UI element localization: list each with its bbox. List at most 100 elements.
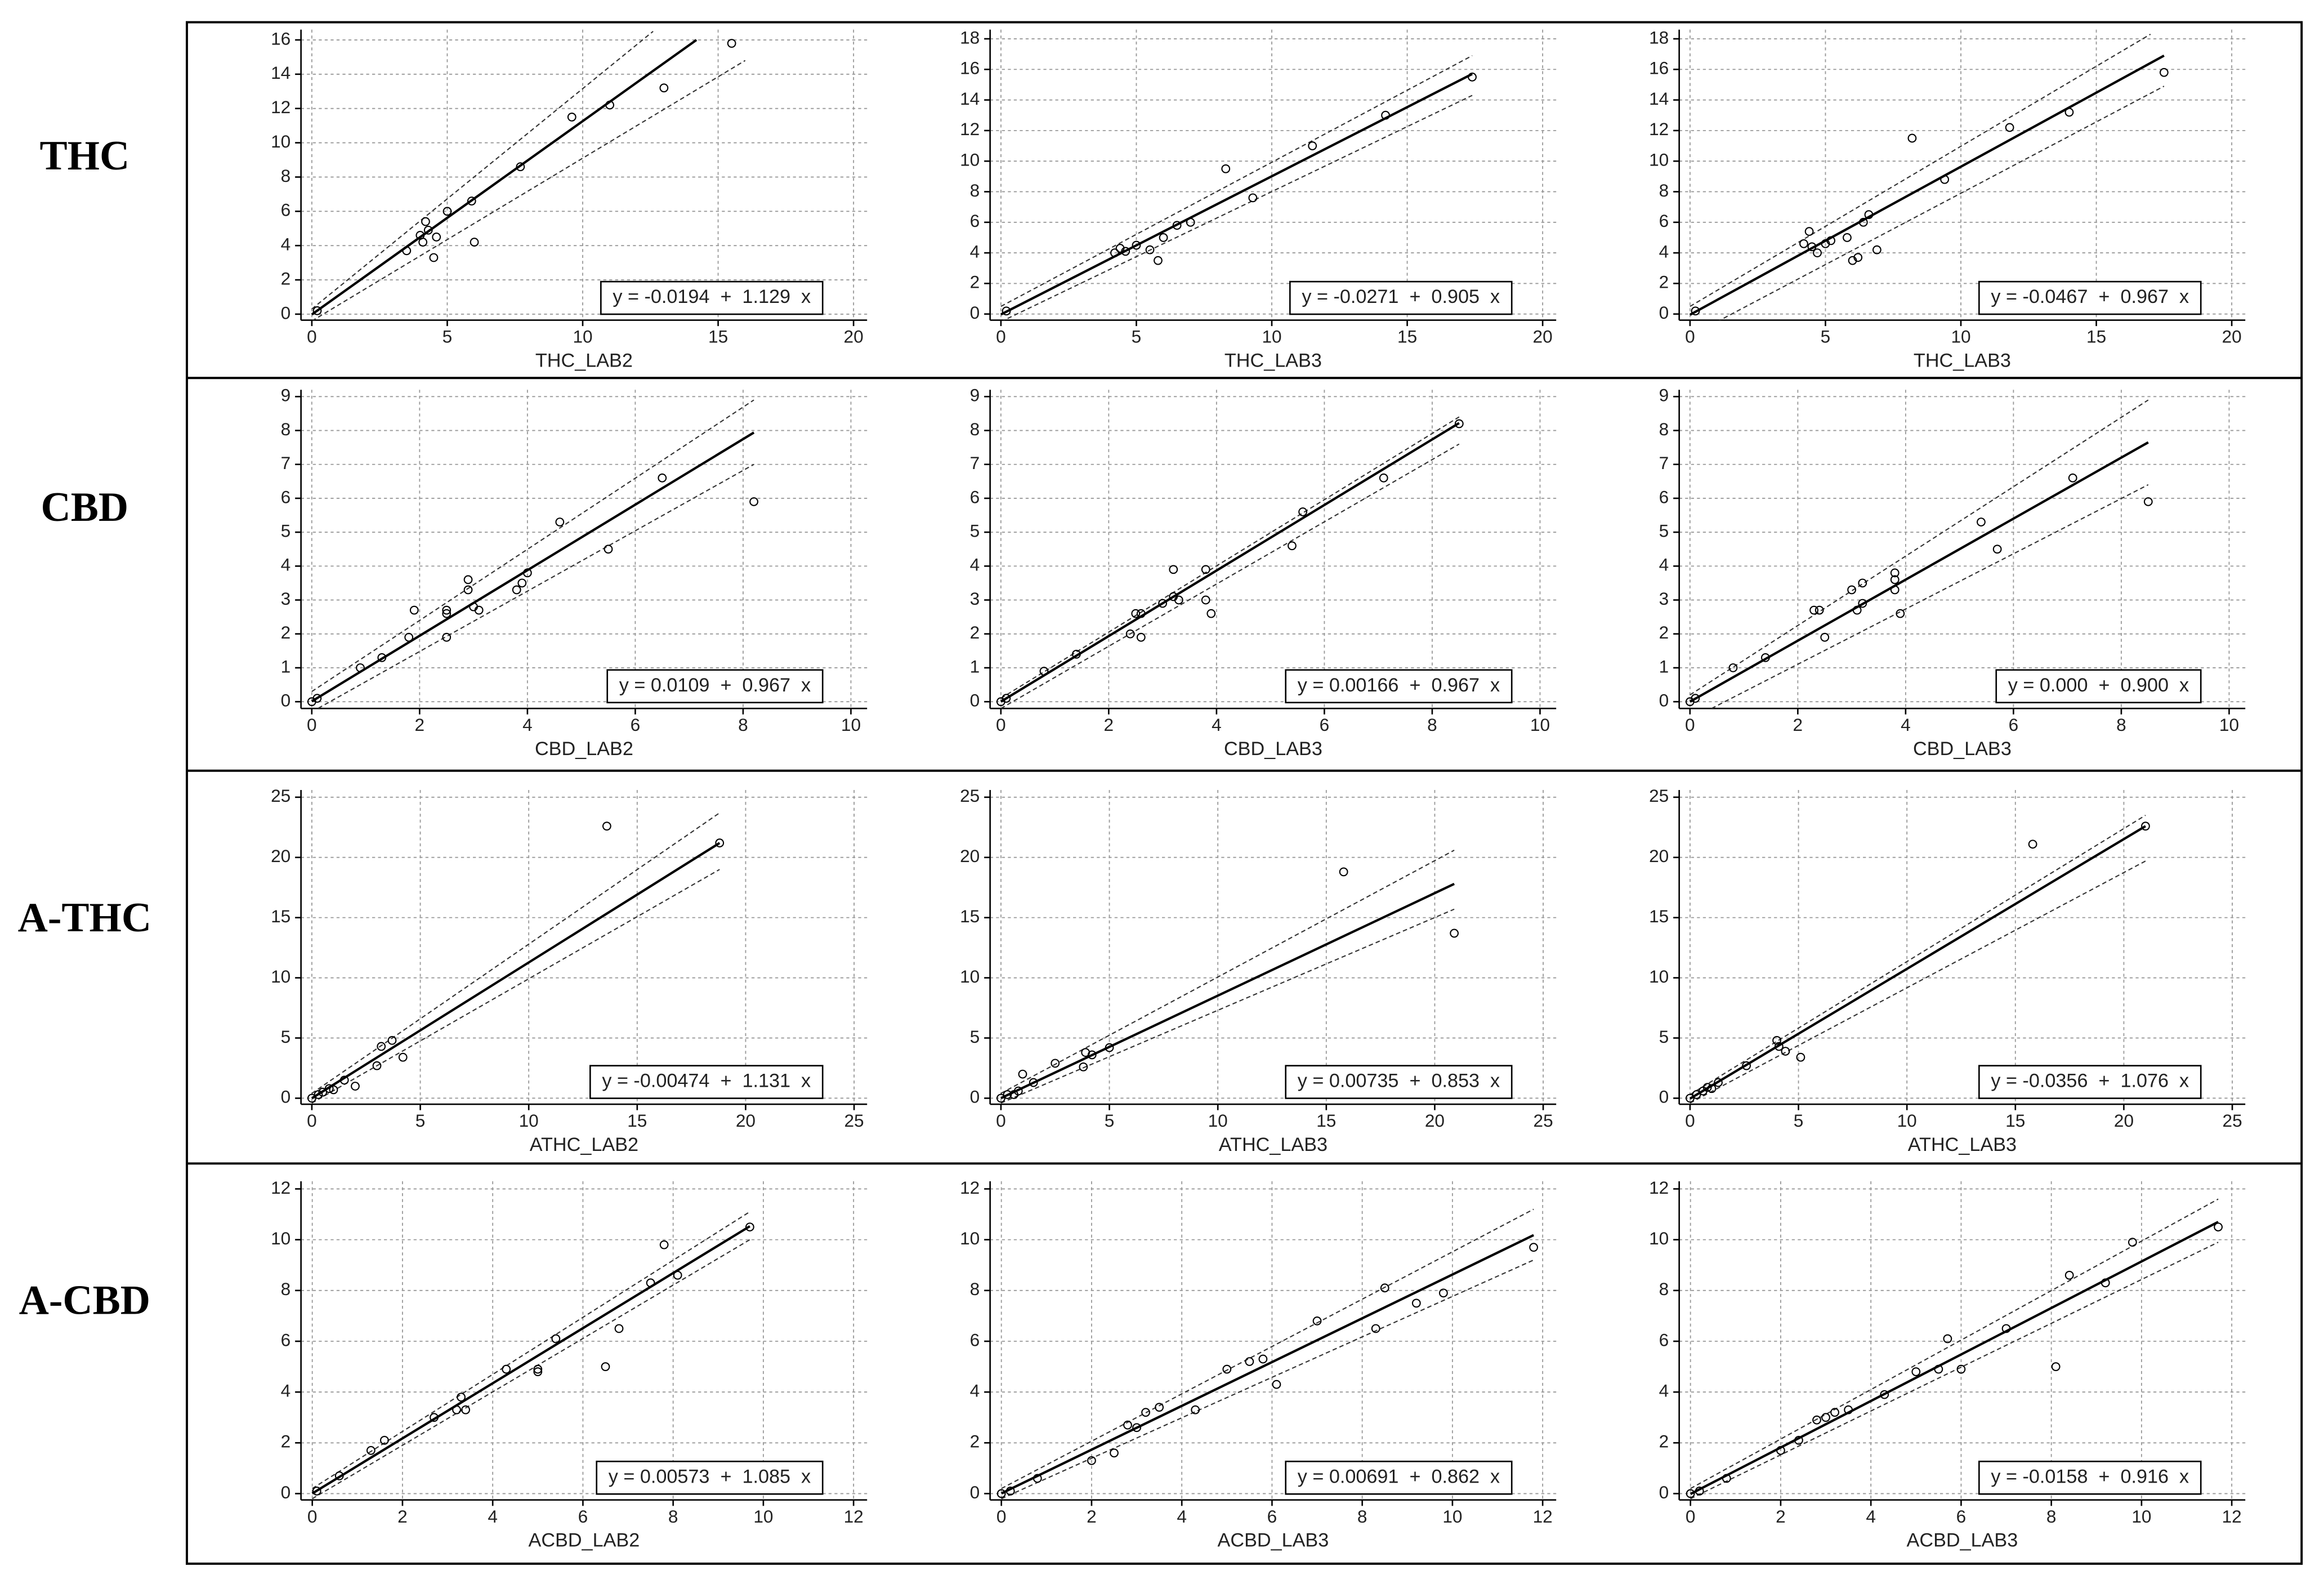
- data-point: [1339, 867, 1348, 877]
- x-tick-label: 0: [996, 1506, 1007, 1527]
- equation: y = -0.0467 + 0.967 x: [1991, 286, 2189, 307]
- x-tick-label: 0: [996, 327, 1006, 347]
- x-tick-label: 2: [1776, 1506, 1786, 1527]
- data-point: [1804, 227, 1814, 236]
- x-tick-label: 25: [1534, 1110, 1553, 1131]
- data-point: [387, 1036, 397, 1045]
- y-tick-label: 8: [281, 1279, 291, 1299]
- data-point: [673, 1270, 682, 1280]
- x-tick-label: 8: [738, 715, 748, 735]
- data-point: [470, 238, 479, 247]
- x-tick-label: 15: [2005, 1110, 2025, 1131]
- data-point: [1145, 245, 1155, 255]
- y-tick-label: 5: [970, 520, 980, 541]
- data-point: [1169, 565, 1178, 574]
- confidence-band: [1003, 95, 1473, 320]
- data-point: [1691, 306, 1700, 316]
- data-point: [1308, 141, 1317, 150]
- data-point: [517, 578, 527, 588]
- x-tick-label: 5: [1105, 1110, 1115, 1131]
- y-tick-label: 16: [271, 28, 290, 48]
- x-tick-label: 0: [1686, 1506, 1696, 1527]
- data-point: [512, 585, 521, 595]
- x-axis-label: THC_LAB3: [1914, 350, 2011, 371]
- data-point: [1813, 248, 1822, 257]
- y-tick-label: 10: [1649, 966, 1669, 987]
- x-axis-label: ATHC_LAB3: [1219, 1134, 1328, 1155]
- y-tick-label: 3: [1659, 588, 1669, 609]
- x-tick-label: 4: [1177, 1506, 1187, 1527]
- x-tick-label: 6: [631, 715, 641, 735]
- x-axis-label: ACBD_LAB2: [529, 1530, 640, 1551]
- data-point: [398, 1052, 408, 1062]
- data-point: [402, 246, 412, 256]
- y-tick-label: 2: [281, 1431, 291, 1452]
- equation-box: [1285, 669, 1513, 704]
- data-point: [1013, 1086, 1023, 1096]
- data-point: [1033, 1474, 1042, 1483]
- data-point: [1288, 541, 1297, 551]
- data-point: [372, 1061, 382, 1070]
- data-point: [429, 253, 439, 262]
- data-point: [1132, 1423, 1141, 1432]
- data-point: [463, 585, 473, 595]
- equation: y = 0.000 + 0.900 x: [2008, 675, 2189, 696]
- data-point: [1121, 247, 1130, 256]
- data-point: [1781, 1047, 1790, 1056]
- x-tick-label: 6: [578, 1506, 588, 1527]
- data-point: [324, 1084, 334, 1093]
- y-tick-label: 20: [271, 846, 290, 866]
- data-point: [1940, 175, 1950, 184]
- y-tick-label: 6: [281, 200, 291, 220]
- data-point: [1977, 517, 1986, 526]
- y-tick-label: 0: [281, 690, 291, 711]
- y-tick-label: 16: [1649, 58, 1669, 78]
- data-point: [1728, 663, 1738, 672]
- confidence-band: [1690, 33, 2151, 307]
- y-tick-label: 2: [281, 622, 291, 642]
- data-point: [1380, 1283, 1389, 1293]
- data-point: [1821, 1413, 1830, 1422]
- y-tick-label: 16: [960, 58, 980, 78]
- data-point: [1760, 653, 1770, 662]
- data-point: [1529, 1243, 1539, 1252]
- x-tick-label: 4: [1901, 715, 1911, 735]
- confidence-band: [1690, 1198, 2219, 1489]
- y-tick-label: 14: [960, 88, 980, 109]
- data-point: [1858, 217, 1868, 227]
- y-tick-label: 12: [271, 1177, 290, 1198]
- equation-box: [596, 1461, 824, 1495]
- data-point: [1702, 1083, 1712, 1092]
- data-point: [749, 497, 758, 506]
- data-point: [1312, 1316, 1322, 1325]
- x-tick-label: 15: [1397, 327, 1417, 347]
- x-tick-label: 12: [844, 1506, 864, 1527]
- x-tick-label: 10: [2219, 715, 2239, 735]
- equation-box: [1289, 280, 1513, 315]
- y-tick-label: 3: [970, 588, 980, 609]
- panel: 0 5 10 15 20 0 2 4 6 8 10 12 14 16 THC_LAB2 y = -0.0194…: [271, 28, 868, 371]
- y-tick-label: 9: [281, 385, 291, 405]
- y-tick-label: 10: [271, 131, 290, 151]
- data-point: [1847, 585, 1857, 595]
- data-point: [1686, 1489, 1695, 1498]
- data-point: [1155, 1403, 1164, 1412]
- x-tick-label: 10: [753, 1506, 773, 1527]
- data-point: [1722, 1474, 1731, 1483]
- y-tick-label: 4: [970, 1381, 980, 1401]
- data-point: [356, 663, 365, 672]
- row-label: A-THC: [18, 894, 151, 940]
- data-point: [2064, 1270, 2074, 1280]
- data-point: [318, 1087, 328, 1097]
- y-tick-label: 10: [271, 966, 290, 987]
- data-point: [1005, 1487, 1015, 1496]
- data-point: [522, 568, 532, 578]
- data-point: [1794, 1435, 1803, 1445]
- y-tick-label: 6: [1659, 487, 1669, 507]
- data-point: [1911, 1367, 1921, 1377]
- outer-frame: [185, 21, 2303, 1565]
- y-tick-label: 10: [960, 1228, 980, 1248]
- data-point: [1039, 667, 1049, 676]
- data-point: [442, 632, 452, 642]
- data-point: [314, 1090, 323, 1099]
